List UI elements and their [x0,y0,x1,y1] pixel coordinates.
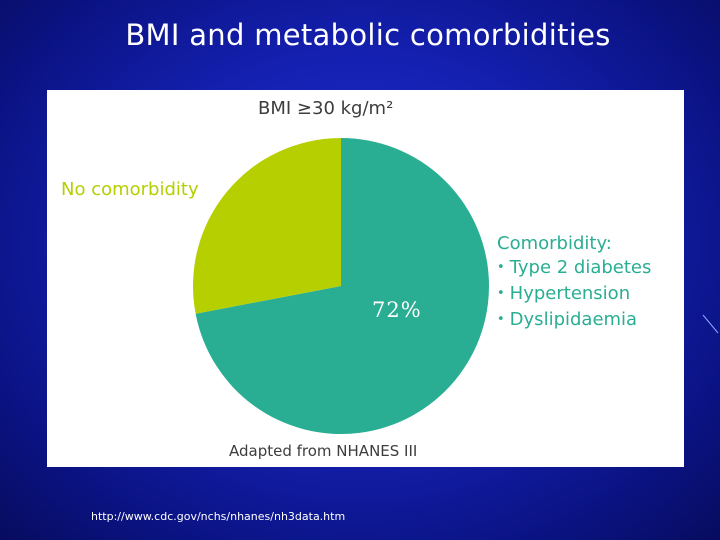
chart-title: BMI ≥30 kg/m² [258,98,394,119]
chart-panel: BMI ≥30 kg/m² No comorbidity 72% Comorbi… [47,90,684,467]
pie-slice-no-comorbidity [193,138,341,314]
legend-no-comorbidity: No comorbidity [61,179,199,200]
legend-item-dyslipidaemia: Dyslipidaemia [497,308,651,334]
data-label-comorbidity: 72% [372,298,422,322]
legend-comorbidity: Comorbidity: Type 2 diabetes Hypertensio… [497,232,651,334]
legend-item-type2-diabetes: Type 2 diabetes [497,256,652,282]
slide-title: BMI and metabolic comorbidities [125,18,611,52]
legend-item-hypertension: Hypertension [497,282,651,308]
pie-chart [193,138,489,435]
decorative-line [702,314,719,334]
legend-comorbidity-list: Type 2 diabetes Hypertension Dyslipidaem… [497,256,652,334]
source-note: Adapted from NHANES III [229,442,418,460]
legend-comorbidity-heading: Comorbidity: [497,233,612,254]
footer-url: http://www.cdc.gov/nchs/nhanes/nh3data.h… [91,510,346,523]
pie-slice-comorbidity [195,138,489,435]
